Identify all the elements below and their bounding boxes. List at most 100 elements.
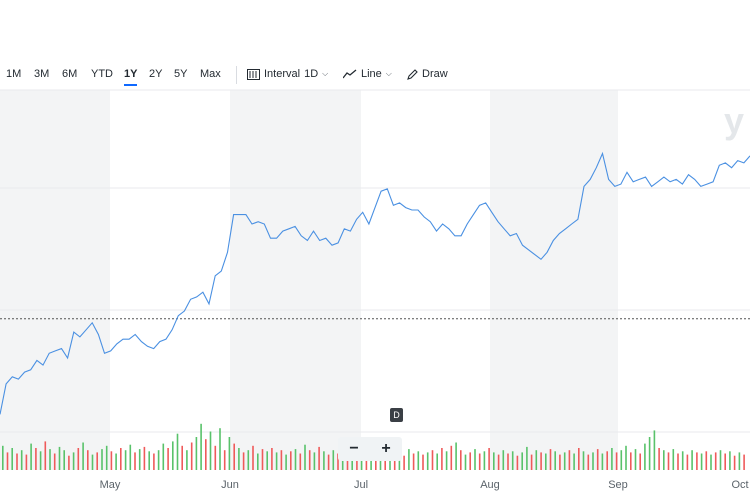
volume-bar xyxy=(530,454,533,470)
volume-bar xyxy=(611,448,613,470)
volume-bar xyxy=(677,453,679,470)
volume-bar xyxy=(266,451,268,470)
range-1m-button[interactable]: 1M xyxy=(6,68,22,80)
volume-bar xyxy=(644,443,646,470)
volume-bar xyxy=(257,453,259,470)
volume-bar xyxy=(422,454,424,470)
volume-bar xyxy=(299,453,302,470)
volume-bar xyxy=(658,448,660,470)
volume-bar xyxy=(91,454,94,470)
volume-bar xyxy=(375,454,377,470)
range-ytd-button[interactable]: YTD xyxy=(91,68,113,80)
range-5y-button[interactable]: 5Y xyxy=(174,68,188,80)
volume-bar xyxy=(511,451,514,470)
volume-bar xyxy=(167,448,169,470)
volume-bar xyxy=(578,448,580,470)
volume-bar xyxy=(573,453,575,470)
chart-type-label: Line xyxy=(361,68,382,80)
volume-bar xyxy=(82,442,84,470)
volume-bar xyxy=(521,452,523,470)
volume-bar xyxy=(535,450,538,470)
volume-bar xyxy=(474,449,476,470)
volume-bar xyxy=(403,455,405,470)
volume-bar xyxy=(63,450,65,470)
volume-bar xyxy=(743,454,745,470)
yahoo-watermark-logo: y xyxy=(724,100,745,141)
volume-bar xyxy=(469,452,471,470)
volume-bar xyxy=(460,450,462,470)
volume-bar xyxy=(545,453,547,470)
month-axis-labels: May Jun Jul Aug Sep Oct xyxy=(100,479,749,491)
interval-value: 1D xyxy=(304,68,319,80)
volume-bar xyxy=(275,452,278,470)
volume-bar xyxy=(710,454,712,470)
draw-label: Draw xyxy=(422,68,448,80)
dividend-marker-badge[interactable]: D xyxy=(390,408,403,422)
volume-bar xyxy=(483,451,486,470)
volume-bar xyxy=(261,449,264,470)
chevron-down-icon: ⌵ xyxy=(322,69,329,78)
horizontal-gridlines xyxy=(0,89,750,433)
month-label-aug: Aug xyxy=(480,479,500,491)
volume-bar xyxy=(49,449,51,470)
volume-bar xyxy=(308,450,311,470)
volume-bar xyxy=(700,453,703,470)
volume-bar xyxy=(25,454,28,470)
volume-bar xyxy=(554,451,556,470)
volume-bar xyxy=(648,437,651,470)
range-1y-button[interactable]: 1Y xyxy=(124,68,138,80)
volume-bar xyxy=(318,446,320,470)
volume-bar xyxy=(242,452,245,470)
zoom-in-button[interactable]: + xyxy=(381,440,391,457)
volume-bar xyxy=(691,450,693,470)
interval-label: Interval xyxy=(264,68,301,80)
volume-bar xyxy=(606,451,608,470)
volume-bar xyxy=(634,449,637,470)
price-line[interactable] xyxy=(0,151,750,415)
volume-bar xyxy=(502,450,505,470)
volume-bar xyxy=(16,453,18,470)
volume-bar xyxy=(436,453,438,470)
volume-bar xyxy=(615,452,618,470)
volume-bar xyxy=(672,449,675,470)
volume-bar xyxy=(233,443,235,470)
volume-bar xyxy=(568,450,571,470)
volume-bar xyxy=(738,452,741,470)
range-6m-button[interactable]: 6M xyxy=(62,68,78,80)
chevron-down-icon: ⌵ xyxy=(385,69,392,78)
zoom-out-button[interactable]: − xyxy=(349,440,359,457)
volume-bar xyxy=(228,437,231,470)
volume-bar xyxy=(719,450,722,470)
volume-bar xyxy=(497,454,500,470)
volume-bar xyxy=(455,442,457,470)
volume-bar xyxy=(176,433,179,470)
volume-bar xyxy=(441,448,443,470)
volume-bar xyxy=(134,452,136,470)
volume-bar xyxy=(346,452,349,470)
volume-bar xyxy=(96,452,98,470)
volume-bar xyxy=(172,441,174,470)
range-max-button[interactable]: Max xyxy=(200,68,221,80)
volume-bar xyxy=(507,453,509,470)
volume-bar xyxy=(705,451,708,470)
month-label-jun: Jun xyxy=(221,479,239,491)
volume-bar xyxy=(39,451,42,470)
volume-bar xyxy=(681,451,684,470)
chart-toolbar: 1M 3M 6M YTD 1Y 2Y 5Y Max Interval 1D ⌵ … xyxy=(0,62,750,90)
volume-bar xyxy=(686,454,689,470)
range-2y-button[interactable]: 2Y xyxy=(149,68,163,80)
range-3m-button[interactable]: 3M xyxy=(34,68,50,80)
volume-bar xyxy=(124,450,127,470)
volume-bar xyxy=(313,452,316,470)
chart-type-dropdown[interactable]: Line ⌵ xyxy=(343,68,392,80)
volume-bar xyxy=(143,446,146,470)
volume-bar xyxy=(563,452,566,470)
interval-dropdown[interactable]: Interval 1D ⌵ xyxy=(247,68,328,80)
volume-bar xyxy=(516,455,519,470)
volume-bar xyxy=(195,437,198,470)
volume-bar xyxy=(398,452,401,470)
draw-button[interactable]: Draw xyxy=(407,68,448,80)
month-shade-band xyxy=(618,90,750,470)
volume-bar xyxy=(667,452,670,470)
